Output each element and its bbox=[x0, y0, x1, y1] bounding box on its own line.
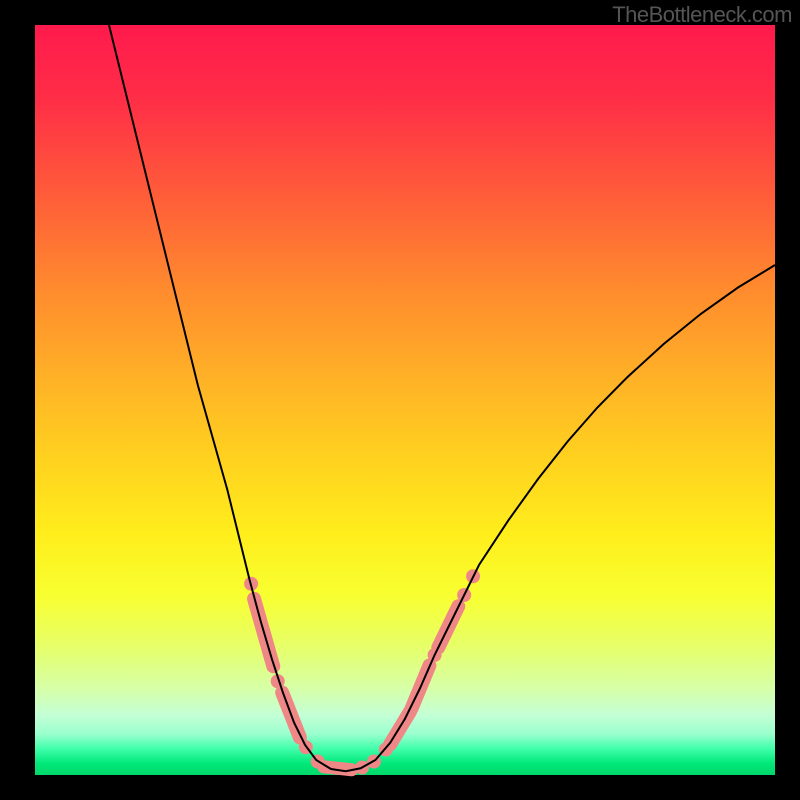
gradient-plot-area bbox=[35, 25, 775, 775]
bottleneck-chart bbox=[0, 0, 800, 800]
watermark-label: TheBottleneck.com bbox=[612, 2, 792, 28]
chart-container: TheBottleneck.com bbox=[0, 0, 800, 800]
